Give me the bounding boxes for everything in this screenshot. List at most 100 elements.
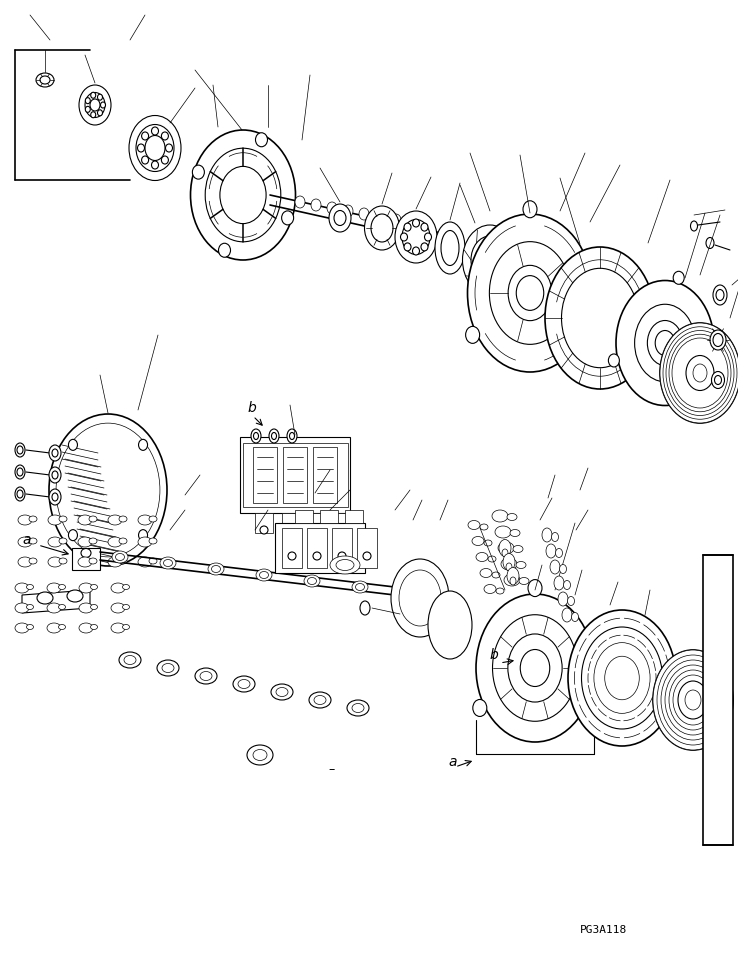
Ellipse shape — [713, 285, 727, 305]
Ellipse shape — [556, 549, 562, 557]
Ellipse shape — [136, 124, 174, 171]
Ellipse shape — [502, 549, 508, 557]
Ellipse shape — [685, 690, 701, 710]
Bar — [72, 548, 100, 570]
Ellipse shape — [520, 649, 550, 686]
Ellipse shape — [352, 704, 364, 712]
Ellipse shape — [314, 526, 322, 534]
Ellipse shape — [495, 526, 511, 538]
Ellipse shape — [580, 326, 594, 343]
Ellipse shape — [86, 98, 90, 103]
Ellipse shape — [56, 424, 160, 557]
Ellipse shape — [468, 520, 480, 530]
Ellipse shape — [129, 116, 181, 181]
Ellipse shape — [69, 440, 77, 450]
Ellipse shape — [608, 354, 619, 367]
Ellipse shape — [97, 110, 103, 116]
Ellipse shape — [137, 144, 145, 152]
Ellipse shape — [507, 568, 519, 584]
Ellipse shape — [247, 745, 273, 765]
Bar — [282, 513, 300, 533]
Ellipse shape — [271, 684, 293, 700]
Bar — [282, 528, 302, 568]
Ellipse shape — [260, 526, 268, 534]
Ellipse shape — [489, 242, 570, 344]
Ellipse shape — [108, 557, 122, 567]
Ellipse shape — [404, 223, 411, 231]
Ellipse shape — [363, 552, 371, 560]
Ellipse shape — [481, 249, 499, 271]
Ellipse shape — [138, 537, 152, 547]
Ellipse shape — [58, 624, 66, 629]
Ellipse shape — [255, 133, 267, 147]
Ellipse shape — [523, 201, 537, 218]
Ellipse shape — [329, 204, 351, 232]
Ellipse shape — [407, 217, 417, 229]
Ellipse shape — [546, 544, 556, 558]
Ellipse shape — [441, 230, 459, 266]
Ellipse shape — [119, 516, 127, 522]
Ellipse shape — [401, 233, 407, 241]
Ellipse shape — [151, 161, 159, 169]
Ellipse shape — [508, 634, 562, 702]
Ellipse shape — [15, 603, 29, 613]
Ellipse shape — [78, 537, 92, 547]
Bar — [332, 528, 352, 568]
Ellipse shape — [149, 538, 157, 544]
Ellipse shape — [59, 538, 67, 544]
Ellipse shape — [663, 327, 737, 420]
Ellipse shape — [660, 323, 738, 423]
Ellipse shape — [91, 92, 96, 98]
Ellipse shape — [484, 540, 492, 546]
Ellipse shape — [18, 515, 32, 525]
Ellipse shape — [89, 516, 97, 522]
Ellipse shape — [79, 583, 93, 593]
Ellipse shape — [119, 558, 127, 564]
Ellipse shape — [111, 623, 125, 633]
Ellipse shape — [138, 515, 152, 525]
Ellipse shape — [504, 574, 520, 586]
Ellipse shape — [91, 624, 97, 629]
Ellipse shape — [391, 559, 449, 637]
Ellipse shape — [571, 613, 579, 621]
Ellipse shape — [672, 338, 728, 408]
Ellipse shape — [716, 290, 724, 300]
Ellipse shape — [327, 202, 337, 214]
Bar — [243, 443, 348, 507]
Text: b: b — [248, 401, 257, 415]
Ellipse shape — [568, 597, 574, 605]
Ellipse shape — [157, 660, 179, 676]
Ellipse shape — [665, 665, 721, 735]
Ellipse shape — [508, 266, 552, 320]
Ellipse shape — [678, 681, 708, 719]
Ellipse shape — [473, 700, 487, 716]
Ellipse shape — [338, 552, 346, 560]
Ellipse shape — [706, 237, 714, 249]
Ellipse shape — [47, 583, 61, 593]
Ellipse shape — [138, 557, 152, 567]
Bar — [336, 513, 354, 533]
Ellipse shape — [123, 604, 129, 610]
Ellipse shape — [119, 538, 127, 544]
Ellipse shape — [90, 99, 100, 111]
Ellipse shape — [145, 136, 165, 161]
Ellipse shape — [59, 558, 67, 564]
Ellipse shape — [359, 208, 369, 220]
Ellipse shape — [510, 530, 520, 536]
Ellipse shape — [713, 334, 723, 346]
Text: a: a — [22, 533, 30, 547]
Ellipse shape — [466, 326, 480, 343]
Ellipse shape — [711, 372, 725, 388]
Ellipse shape — [519, 577, 529, 584]
Ellipse shape — [164, 559, 173, 567]
Ellipse shape — [424, 233, 432, 241]
Bar — [357, 528, 377, 568]
Ellipse shape — [17, 446, 23, 454]
Ellipse shape — [86, 106, 90, 113]
Ellipse shape — [604, 656, 639, 700]
Ellipse shape — [330, 556, 360, 574]
Ellipse shape — [15, 443, 25, 457]
Ellipse shape — [558, 592, 568, 606]
Text: a: a — [448, 755, 457, 769]
Ellipse shape — [391, 214, 401, 226]
